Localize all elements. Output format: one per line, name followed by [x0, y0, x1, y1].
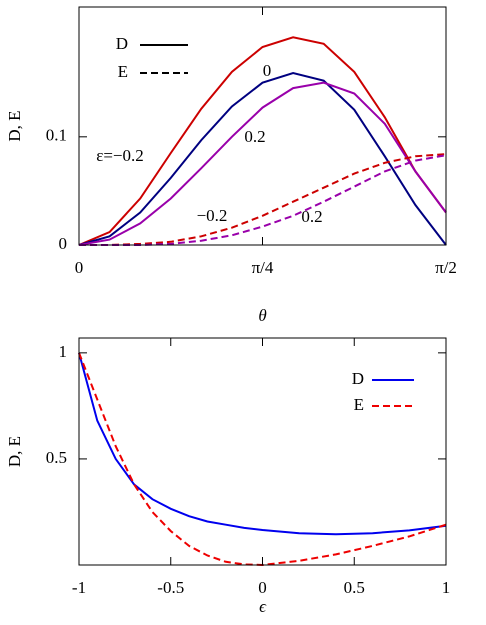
y-axis-label: D, E — [5, 110, 24, 141]
data-line — [79, 154, 447, 246]
x-axis-label: θ — [258, 306, 266, 325]
x-tick-label: π/2 — [435, 258, 457, 277]
x-tick-label: 0.5 — [344, 578, 365, 597]
x-tick-label: -0.5 — [157, 578, 184, 597]
legend-label: D — [352, 369, 364, 388]
x-tick-label: 1 — [442, 578, 451, 597]
legend-label: E — [354, 395, 364, 414]
data-line — [79, 153, 447, 246]
legend-label: D — [116, 34, 128, 53]
data-line — [78, 81, 447, 246]
y-tick-label: 0.5 — [46, 448, 67, 467]
curve-annotation: ε=−0.2 — [96, 146, 144, 165]
x-tick-label: 0 — [258, 578, 267, 597]
y-tick-label: 0 — [59, 234, 68, 253]
data-line — [78, 352, 447, 536]
x-tick-label: π/4 — [252, 258, 274, 277]
y-tick-label: 0.1 — [46, 126, 67, 145]
legend-label: E — [118, 62, 128, 81]
x-tick-label: 0 — [75, 258, 84, 277]
y-tick-label: 1 — [59, 342, 68, 361]
curve-annotation: 0 — [263, 61, 272, 80]
data-line — [78, 36, 447, 246]
x-tick-label: -1 — [72, 578, 86, 597]
curve-annotation: 0.2 — [244, 127, 265, 146]
data-line — [78, 352, 447, 567]
x-axis-label: ϵ — [259, 597, 267, 616]
curve-annotation: 0.2 — [301, 207, 322, 226]
data-line — [78, 71, 447, 246]
y-axis-label: D, E — [5, 436, 24, 467]
curve-annotation: −0.2 — [197, 206, 228, 225]
